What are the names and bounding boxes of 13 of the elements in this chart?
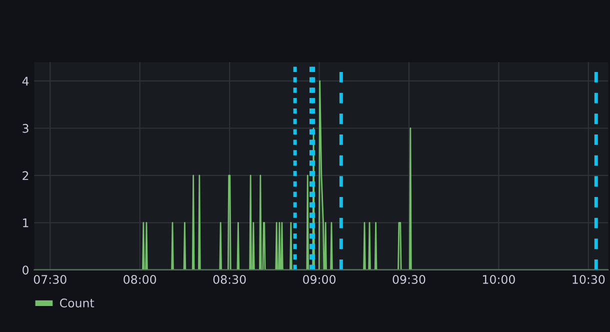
- y-tick-label: 0: [22, 266, 29, 275]
- x-tick-label: 10:00: [483, 274, 515, 284]
- y-tick-label: 2: [22, 171, 28, 180]
- x-tick-label: 09:00: [303, 274, 336, 284]
- x-tick-label: 08:30: [213, 274, 246, 284]
- x-tick-label: 07:30: [34, 274, 66, 284]
- y-tick-label: 4: [22, 76, 29, 86]
- x-tick-label: 10:30: [572, 274, 605, 284]
- x-tick-label: 09:30: [392, 274, 426, 284]
- x-tick-label: 08:00: [124, 274, 156, 284]
- y-tick-label: 3: [22, 124, 28, 133]
- y-tick-label: 1: [23, 218, 28, 228]
- legend-label: Count: [60, 298, 94, 308]
